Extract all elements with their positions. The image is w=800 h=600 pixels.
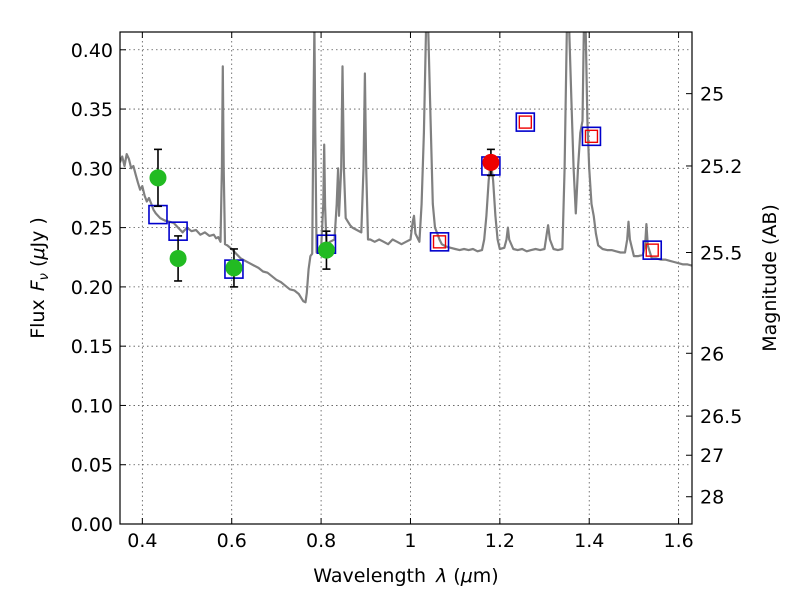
x-axis-title-text: Wavelength [313,565,426,587]
y-tick-label: 0.35 [71,99,113,121]
model-box-red [518,115,533,129]
x-tick-label: 0.6 [217,530,247,552]
y-tick-label: 0.00 [71,514,113,536]
x-axis-symbol: λ [435,565,447,587]
x-tick-label: 1.4 [574,530,604,552]
y-axis-title: Flux Fν (μJy ) [27,217,52,339]
y-axis-unit-open: ( [27,260,49,273]
green-point [149,169,167,187]
red-point [482,153,500,171]
green-point [225,259,243,277]
y-tick-label: 0.05 [71,455,113,477]
y-tick-label: 0.10 [71,395,113,417]
x-tick-label: 1.6 [663,530,693,552]
y-axis-symbol: F [27,279,49,291]
green-point [169,249,187,267]
y-axis-title-text: Flux [27,299,49,339]
y2-tick-label: 25.2 [700,156,742,178]
model-box-red [432,235,447,249]
x-axis-unit-mu: μ [460,565,473,587]
model-box-blue [515,112,536,132]
model-box-blue [581,126,602,147]
y-axis-unit-rest: Jy ) [27,217,49,248]
y2-tick-label: 28 [700,487,724,509]
y2-axis-title: Magnitude (AB) [759,204,781,352]
y-tick-label: 0.15 [71,336,113,358]
y-tick-label: 0.25 [71,218,113,240]
plot-area [120,32,692,304]
x-tick-label: 1.2 [485,530,515,552]
model-box-blue [642,240,663,260]
sed-model-line [120,32,692,304]
y2-tick-label: 26.5 [700,406,742,428]
y-tick-label: 0.20 [71,277,113,299]
grid-lines [120,32,692,525]
model-box-blue [429,232,450,252]
x-tick-label: 0.8 [306,530,336,552]
model-box-red [584,129,599,144]
x-axis-title: Wavelength λ (μm) [313,565,498,587]
model-box-red [645,243,659,257]
y2-tick-label: 27 [700,445,724,467]
y-tick-label: 0.40 [71,40,113,62]
x-axis-unit-open: ( [447,565,460,587]
y2-tick-label: 26 [700,343,724,365]
plot-frame [119,31,693,525]
green-point [317,241,335,259]
x-axis-unit-rest: m) [473,565,499,587]
y2-tick-label: 25 [700,84,724,106]
y-axis-unit-mu: μ [27,248,49,261]
x-tick-label: 0.4 [127,530,157,552]
y-axis-subscript: ν [37,273,52,280]
axis-ticks: 0.4 0.6 0.8 1 1.2 1.4 1.6 0.00 0.05 0.10 0.15 0.20 0… [71,32,742,552]
y-tick-label: 0.30 [71,158,113,180]
data-points [148,112,663,288]
x-tick-label: 1 [404,530,416,552]
y2-tick-label: 25.5 [700,243,742,265]
